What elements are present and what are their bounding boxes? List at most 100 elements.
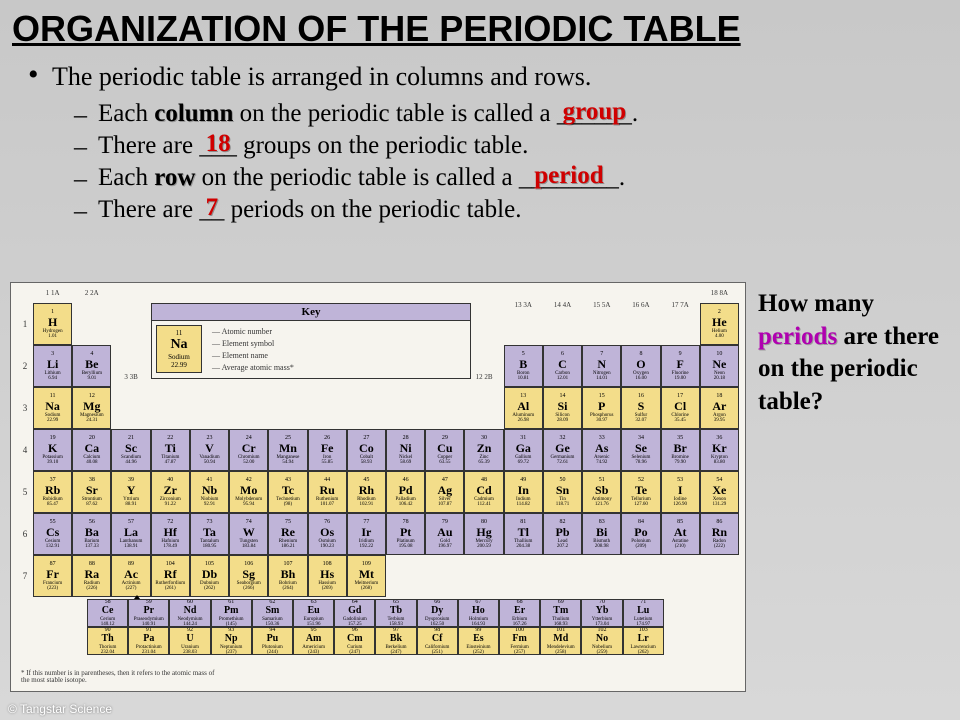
element-cell: 73TaTantalum180.95 <box>190 513 229 555</box>
element-cell: 106SgSeaborgium(266) <box>229 555 268 597</box>
element-cell: 79AuGold196.97 <box>425 513 464 555</box>
text: groups on the periodic table. <box>237 132 529 159</box>
element-cell: 71LuLutetium174.97 <box>623 599 664 627</box>
copyright: © Tangstar Science <box>8 702 112 716</box>
element-cell: 24CrChromium52.00 <box>229 429 268 471</box>
key-title: Key <box>152 304 470 321</box>
element-cell: 6CCarbon12.01 <box>543 345 582 387</box>
element-cell: 28NiNickel58.69 <box>386 429 425 471</box>
text: on the periodic table is called a <box>195 164 519 191</box>
element-cell: 29CuCopper63.55 <box>425 429 464 471</box>
key-name: Sodium <box>168 353 190 361</box>
element-cell: 45RhRhodium102.91 <box>347 471 386 513</box>
sub-bullet-row: Each row on the periodic table is called… <box>74 164 942 192</box>
key-label-name: Element name <box>212 351 464 360</box>
element-cell: 17ClChlorine35.45 <box>661 387 700 429</box>
element-cell: 98CfCalifornium(251) <box>417 627 458 655</box>
column-header: 3 3B <box>111 373 150 374</box>
element-cell: 52TeTellurium127.60 <box>621 471 660 513</box>
element-cell: 81TlThallium204.38 <box>504 513 543 555</box>
element-cell: 15PPhosphorus30.97 <box>582 387 621 429</box>
element-cell: 101MdMendelevium(258) <box>540 627 581 655</box>
element-cell: 95AmAmericium(243) <box>293 627 334 655</box>
element-cell: 59PrPraseodymium140.91 <box>128 599 169 627</box>
element-cell: 83BiBismuth208.98 <box>582 513 621 555</box>
column-header: 15 5A <box>582 301 621 343</box>
element-cell: 105DbDubnium(262) <box>190 555 229 597</box>
key-symbol: Na <box>170 337 187 353</box>
sub-bullet-column: Each column on the periodic table is cal… <box>74 100 942 128</box>
element-cell: 64GdGadolinium157.25 <box>334 599 375 627</box>
element-cell: 43TcTechnetium(98) <box>268 471 307 513</box>
element-cell: 38SrStrontium87.62 <box>72 471 111 513</box>
row-header: 1 <box>17 303 33 345</box>
keyword-column: column <box>154 100 233 127</box>
element-cell: 60NdNeodymium144.24 <box>169 599 210 627</box>
element-cell: 30ZnZinc65.39 <box>464 429 503 471</box>
footnote: * If this number is in parentheses, then… <box>21 670 221 685</box>
element-cell: 109MtMeitnerium(268) <box>347 555 386 597</box>
element-cell: 76OsOsmium190.23 <box>308 513 347 555</box>
element-cell: 1HHydrogen1.01 <box>33 303 72 345</box>
element-cell: 7NNitrogen14.01 <box>582 345 621 387</box>
element-cell: 102NoNobelium(259) <box>581 627 622 655</box>
element-cell: 4BeBeryllium9.01 <box>72 345 111 387</box>
column-header: 13 3A <box>504 301 543 343</box>
element-cell: 68ErErbium167.26 <box>499 599 540 627</box>
element-cell: 55CsCesium132.91 <box>33 513 72 555</box>
element-cell: 14SiSilicon28.09 <box>543 387 582 429</box>
key-label-symbol: Element symbol <box>212 339 464 348</box>
element-cell: 89AcActinium(227) <box>111 555 150 597</box>
element-cell: 66DyDysprosium162.50 <box>417 599 458 627</box>
element-cell: 92UUranium238.03 <box>169 627 210 655</box>
element-cell: 8OOxygen16.00 <box>621 345 660 387</box>
element-cell: 11NaSodium22.99 <box>33 387 72 429</box>
element-cell: 75ReRhenium186.21 <box>268 513 307 555</box>
answer-group: group <box>563 98 626 126</box>
element-cell: 36KrKrypton83.80 <box>700 429 739 471</box>
element-cell: 47AgSilver107.87 <box>425 471 464 513</box>
element-cell: 16SSulfur32.07 <box>621 387 660 429</box>
element-cell: 34SeSelenium78.96 <box>621 429 660 471</box>
element-cell: 80HgMercury200.59 <box>464 513 503 555</box>
element-cell: 18ArArgon39.95 <box>700 387 739 429</box>
element-cell: 32GeGermanium72.61 <box>543 429 582 471</box>
element-cell: 82PbLead207.2 <box>543 513 582 555</box>
element-cell: 78PtPlatinum195.08 <box>386 513 425 555</box>
element-cell: 44RuRuthenium101.07 <box>308 471 347 513</box>
column-header: 1 1A <box>33 289 72 303</box>
element-cell: 37RbRubidium85.47 <box>33 471 72 513</box>
text: . <box>632 100 638 127</box>
periodic-table: 1 1A2 2A3 3B4 4B5 5B6 6B7 7B89 8B1011 1B… <box>10 282 746 692</box>
element-cell: 84PoPolonium(209) <box>621 513 660 555</box>
column-header: 2 2A <box>72 289 111 303</box>
element-cell: 96CmCurium(247) <box>334 627 375 655</box>
column-header: 14 4A <box>543 301 582 343</box>
element-cell: 107BhBohrium(264) <box>268 555 307 597</box>
text: . <box>619 164 625 191</box>
column-header: 17 7A <box>661 301 700 343</box>
element-cell: 41NbNiobium92.91 <box>190 471 229 513</box>
key-atomic-number: 11 <box>176 329 183 337</box>
blank-18: ___18 <box>199 132 237 160</box>
key-mass: 22.99 <box>171 361 187 369</box>
element-cell: 88RaRadium(226) <box>72 555 111 597</box>
row-header: 2 <box>17 345 33 387</box>
question-highlight: periods <box>758 323 837 350</box>
question-text: How many <box>758 290 874 317</box>
element-cell: 13AlAluminum26.98 <box>504 387 543 429</box>
element-cell: 54XeXenon131.29 <box>700 471 739 513</box>
key-labels: Atomic number Element symbol Element nam… <box>206 321 470 377</box>
text: There are <box>98 196 199 223</box>
element-cell: 42MoMolybdenum95.94 <box>229 471 268 513</box>
element-cell: 23VVanadium50.94 <box>190 429 229 471</box>
sub-bullet-periods-count: There are __7 periods on the periodic ta… <box>74 196 942 224</box>
key-box: Key 11 Na Sodium 22.99 Atomic number Ele… <box>151 303 471 379</box>
element-cell: 99EsEinsteinium(252) <box>458 627 499 655</box>
element-cell: 2HeHelium4.00 <box>700 303 739 345</box>
element-cell: 39YYttrium88.91 <box>111 471 150 513</box>
element-cell: 9FFluorine19.00 <box>661 345 700 387</box>
element-cell: 72HfHafnium178.49 <box>151 513 190 555</box>
text: Each <box>98 100 154 127</box>
element-cell: 40ZrZirconium91.22 <box>151 471 190 513</box>
